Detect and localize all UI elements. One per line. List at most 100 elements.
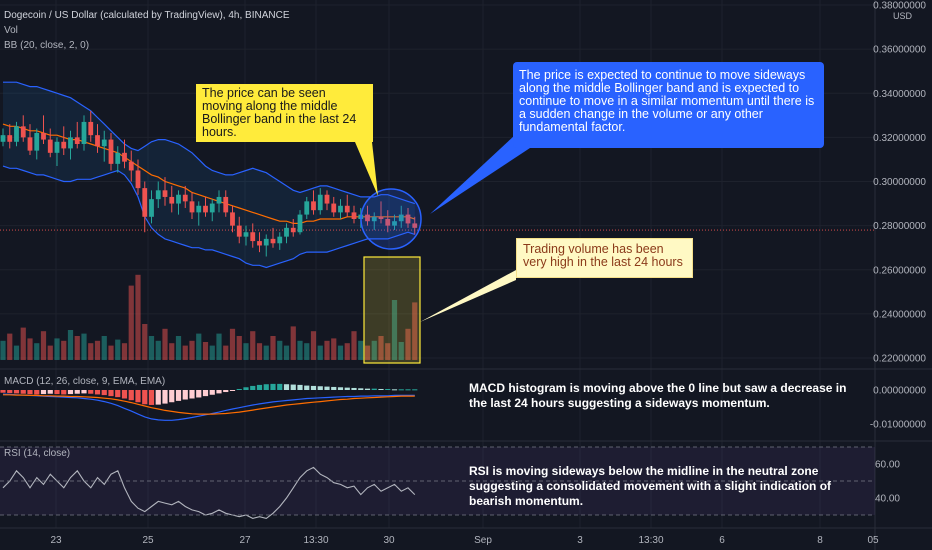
macd-histogram-bar — [304, 385, 310, 390]
time-tick-label: 6 — [719, 535, 725, 546]
candle-body — [7, 135, 13, 142]
candle-body — [176, 194, 181, 204]
candle — [47, 128, 53, 158]
candle — [405, 207, 411, 228]
volume-bar — [229, 328, 236, 360]
macd-histogram-bar — [182, 390, 188, 400]
candle-body — [101, 139, 107, 147]
macd-histogram-bar — [364, 388, 371, 390]
candle — [176, 190, 181, 215]
volume-bar — [115, 339, 121, 360]
volume-bar — [412, 302, 418, 360]
candle — [398, 205, 404, 228]
macd-histogram-bar — [74, 390, 80, 394]
macd-tick-label: 0.00000000 — [873, 386, 926, 397]
volume-bar — [378, 336, 384, 360]
macd-histogram-bar — [277, 383, 283, 390]
volume-bar — [351, 331, 357, 360]
macd-histogram-bar — [34, 390, 40, 395]
volume-bar — [20, 327, 26, 360]
candle-body — [81, 121, 87, 144]
candle-body — [74, 137, 80, 144]
price-panel — [0, 81, 875, 364]
macd-histogram-bar — [223, 390, 229, 393]
macd-histogram-bar — [297, 384, 303, 390]
volume-bar — [344, 343, 350, 360]
macd-histogram-bar — [398, 389, 404, 391]
price-tick-label: 0.34000000 — [873, 89, 926, 100]
blue-callout-tail — [430, 135, 530, 214]
macd-histogram-bar — [81, 390, 87, 394]
candle-body — [223, 196, 229, 213]
macd-histogram-bar — [7, 390, 13, 394]
macd-histogram-bar — [263, 384, 269, 390]
axis-tick-labels: 0.38000000 0.36000000 0.34000000 0.32000000… — [50, 1, 926, 547]
highlight-circle — [360, 188, 422, 250]
candle-body — [169, 196, 175, 204]
annotation-macd: MACD histogram is moving above the 0 lin… — [469, 381, 847, 410]
macd-histogram-bar — [0, 390, 6, 393]
candle — [365, 205, 370, 226]
macd-histogram-bar — [351, 387, 357, 390]
volume-bar — [331, 338, 337, 360]
candle — [223, 190, 229, 217]
candle — [290, 219, 296, 237]
volume-bar — [250, 331, 256, 360]
macd-histogram-bar — [196, 390, 202, 398]
macd-tick-label: -0.01000000 — [870, 420, 927, 431]
candle-body — [324, 194, 330, 204]
macd-histogram-bar — [250, 385, 256, 390]
price-tick-label: 0.36000000 — [873, 45, 926, 56]
macd-histogram-bar — [236, 388, 242, 390]
macd-histogram-bar — [162, 390, 168, 404]
macd-histogram-bar — [324, 386, 330, 390]
volume-bar — [209, 345, 215, 360]
rsi-line — [2, 466, 416, 519]
macd-histogram-bar — [385, 388, 391, 390]
volume-bar — [371, 340, 377, 360]
candle-body — [412, 223, 418, 228]
candle — [41, 115, 46, 144]
macd-histogram-bar — [54, 390, 60, 395]
candle-body — [257, 241, 262, 246]
candle-body — [54, 141, 60, 153]
volume-bar — [128, 285, 134, 360]
volume-bar — [223, 345, 229, 360]
macd-histogram-bar — [13, 390, 20, 394]
volume-bar — [277, 340, 283, 360]
volume-bar — [169, 343, 175, 360]
volume-bar — [364, 345, 371, 360]
volume-bar — [189, 340, 195, 360]
macd-signal-line — [3, 394, 415, 415]
volume-bar — [358, 340, 364, 360]
macd-histogram-bar — [128, 390, 134, 401]
candle-body — [216, 196, 222, 204]
candle — [95, 124, 100, 153]
candle — [34, 128, 40, 160]
candle — [88, 110, 94, 142]
candle — [122, 139, 127, 169]
volume-bar — [385, 343, 391, 360]
candle — [0, 128, 6, 147]
rsi-panel — [0, 446, 875, 519]
candle — [392, 214, 397, 231]
candle — [311, 190, 316, 215]
volume-bar — [270, 336, 276, 360]
annotation-forecast: The price is expected to continue to mov… — [513, 62, 824, 148]
candle — [74, 121, 80, 149]
volume-bar — [283, 345, 290, 360]
candle-body — [230, 212, 235, 226]
candle-body — [398, 214, 404, 222]
volume-bar — [243, 343, 249, 360]
candle-body — [331, 203, 337, 213]
macd-histogram-bar — [61, 390, 67, 395]
volume-bar — [391, 300, 398, 360]
candle-body — [243, 232, 249, 237]
candle-body — [338, 205, 343, 213]
volume-bar — [182, 345, 188, 360]
volume-bar — [398, 342, 404, 360]
candle-body — [122, 152, 127, 162]
volume-bar — [67, 330, 74, 360]
candle — [14, 121, 19, 147]
candle-body — [203, 205, 208, 213]
